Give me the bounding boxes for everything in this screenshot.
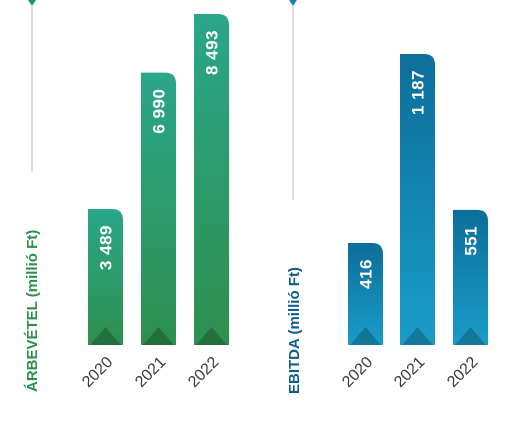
- revenue-bars: 3 489 2020 6 990 2021 8 493 2022: [79, 14, 229, 391]
- ebitda-value-label: 416: [357, 259, 376, 289]
- ebitda-tick-label: 2020: [339, 354, 376, 391]
- revenue-value-label: 3 489: [97, 225, 116, 270]
- ebitda-bar-2020: [348, 243, 383, 345]
- revenue-bar-base-decoration: [90, 327, 121, 345]
- ebitda-value-label: 1 187: [409, 70, 428, 115]
- ebitda-bars: 416 2020 1 187 2021 551 2022: [339, 54, 488, 391]
- revenue-bar-2020: [88, 209, 123, 345]
- ebitda-bar-2022: [453, 209, 488, 345]
- revenue-marker-icon: [28, 0, 36, 6]
- revenue-bar-base-decoration: [196, 327, 227, 345]
- revenue-tick-label: 2021: [132, 354, 169, 391]
- revenue-bar-2022: [194, 14, 229, 345]
- revenue-bar-base-decoration: [143, 327, 174, 345]
- ebitda-chart: EBITDA (millió Ft) 416 2020 1 187 2021 551 20…: [286, 0, 488, 394]
- ebitda-bar-base-decoration: [350, 327, 381, 345]
- revenue-tick-label: 2020: [79, 354, 116, 391]
- ebitda-ylabel: EBITDA (millió Ft): [286, 267, 303, 394]
- ebitda-bar-2021: [400, 54, 435, 345]
- ebitda-bar-base-decoration: [455, 327, 486, 345]
- ebitda-tick-label: 2022: [444, 354, 481, 391]
- revenue-value-label: 6 990: [150, 89, 169, 134]
- ebitda-value-label: 551: [462, 226, 481, 256]
- revenue-tick-label: 2022: [185, 354, 222, 391]
- revenue-chart: ÁRBEVÉTEL (millió Ft) 3 489 2020 6 990 2021…: [24, 0, 229, 392]
- revenue-ylabel: ÁRBEVÉTEL (millió Ft): [24, 230, 41, 392]
- ebitda-tick-label: 2021: [391, 354, 428, 391]
- ebitda-bar-base-decoration: [402, 327, 433, 345]
- revenue-value-label: 8 493: [203, 30, 222, 75]
- revenue-bar-2021: [141, 72, 176, 345]
- ebitda-marker-icon: [289, 0, 297, 6]
